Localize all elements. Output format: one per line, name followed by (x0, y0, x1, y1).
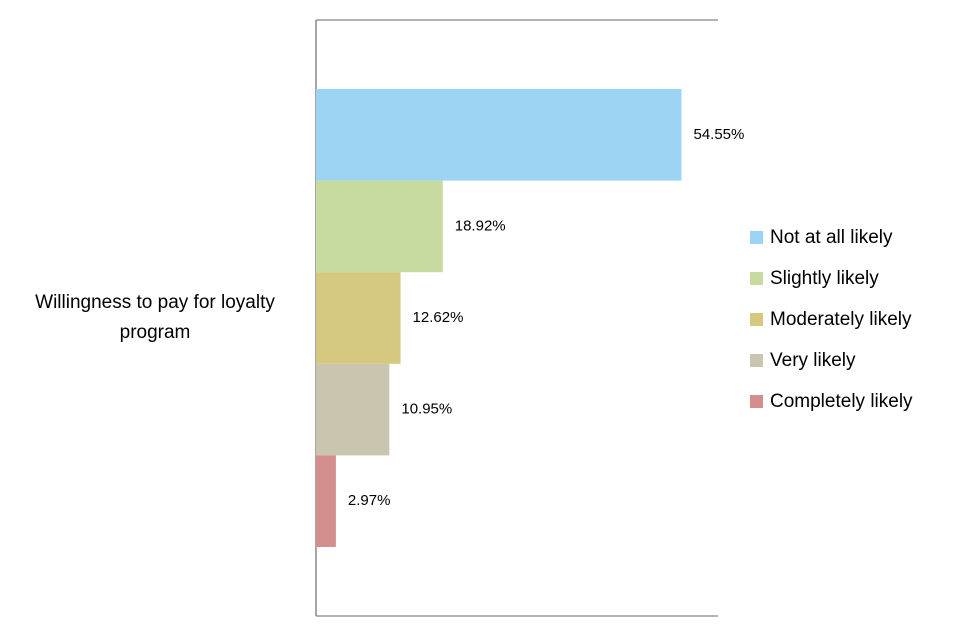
data-label: 54.55% (693, 126, 744, 143)
data-label: 12.62% (413, 309, 464, 326)
legend-label: Slightly likely (770, 268, 879, 289)
legend-label: Very likely (770, 350, 856, 371)
bar (316, 272, 401, 364)
legend-label: Moderately likely (770, 309, 912, 330)
data-label: 18.92% (455, 217, 506, 234)
bar (316, 180, 443, 273)
legend-swatch (750, 313, 763, 326)
legend-label: Not at all likely (770, 227, 893, 248)
data-label: 2.97% (348, 492, 391, 509)
category-label: Willingness to pay for loyalty program (35, 292, 275, 343)
bar (316, 455, 336, 547)
data-label: 10.95% (401, 401, 452, 418)
bar (316, 89, 682, 181)
bar (316, 363, 390, 456)
legend-swatch (750, 395, 763, 408)
legend-swatch (750, 231, 763, 244)
legend-swatch (750, 354, 763, 367)
legend-label: Completely likely (770, 391, 913, 412)
legend-swatch (750, 272, 763, 285)
